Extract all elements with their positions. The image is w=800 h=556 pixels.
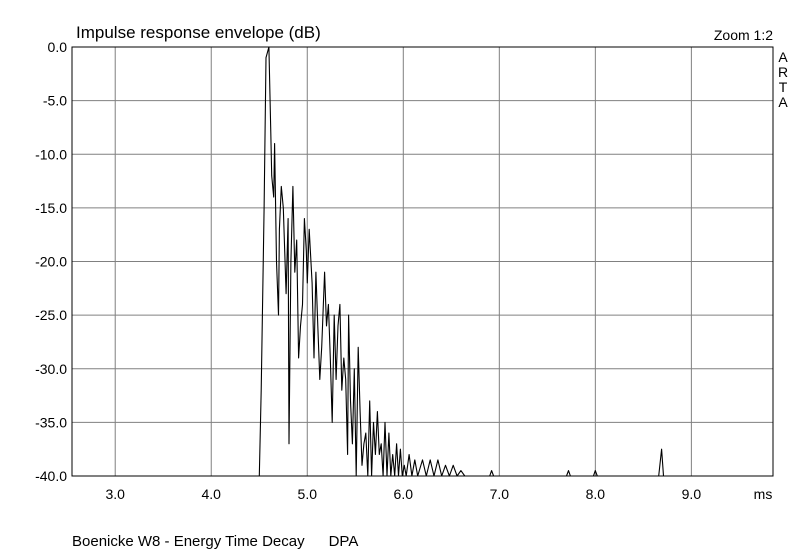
- y-tick-label: -10.0: [35, 146, 67, 162]
- x-tick-label: 9.0: [682, 486, 702, 502]
- y-axis-ticks: 0.0 -5.0 -10.0 -15.0 -20.0 -25.0 -30.0 -35.0 -40…: [35, 39, 67, 484]
- y-tick-label: -25.0: [35, 307, 67, 323]
- arta-letter: A: [778, 94, 788, 110]
- y-tick-label: -20.0: [35, 254, 67, 270]
- footer-tag: DPA: [328, 533, 359, 550]
- y-tick-label: -30.0: [35, 361, 67, 377]
- x-tick-label: 6.0: [394, 486, 414, 502]
- y-tick-label: 0.0: [48, 39, 68, 55]
- x-tick-label: 3.0: [105, 486, 125, 502]
- arta-letter: R: [778, 64, 788, 80]
- x-tick-label: 8.0: [586, 486, 606, 502]
- zoom-label: Zoom 1:2: [714, 27, 773, 43]
- arta-letter: T: [779, 79, 788, 95]
- y-tick-label: -40.0: [35, 468, 67, 484]
- grid: [72, 47, 773, 476]
- plot-frame: [71, 46, 774, 477]
- x-tick-label: 4.0: [202, 486, 222, 502]
- footer: Boenicke W8 - Energy Time Decay DPA: [72, 533, 358, 550]
- footer-caption: Boenicke W8 - Energy Time Decay: [72, 533, 305, 550]
- y-tick-label: -15.0: [35, 200, 67, 216]
- x-axis-unit: ms: [754, 486, 773, 502]
- y-tick-label: -35.0: [35, 414, 67, 430]
- arta-letter: A: [778, 49, 788, 65]
- x-axis-ticks: 3.0 4.0 5.0 6.0 7.0 8.0 9.0: [105, 486, 701, 502]
- y-tick-label: -5.0: [43, 93, 67, 109]
- envelope-line: [72, 46, 773, 477]
- series-layer: [72, 46, 773, 477]
- x-tick-label: 7.0: [490, 486, 510, 502]
- chart-title: Impulse response envelope (dB): [76, 23, 321, 42]
- x-tick-label: 5.0: [298, 486, 318, 502]
